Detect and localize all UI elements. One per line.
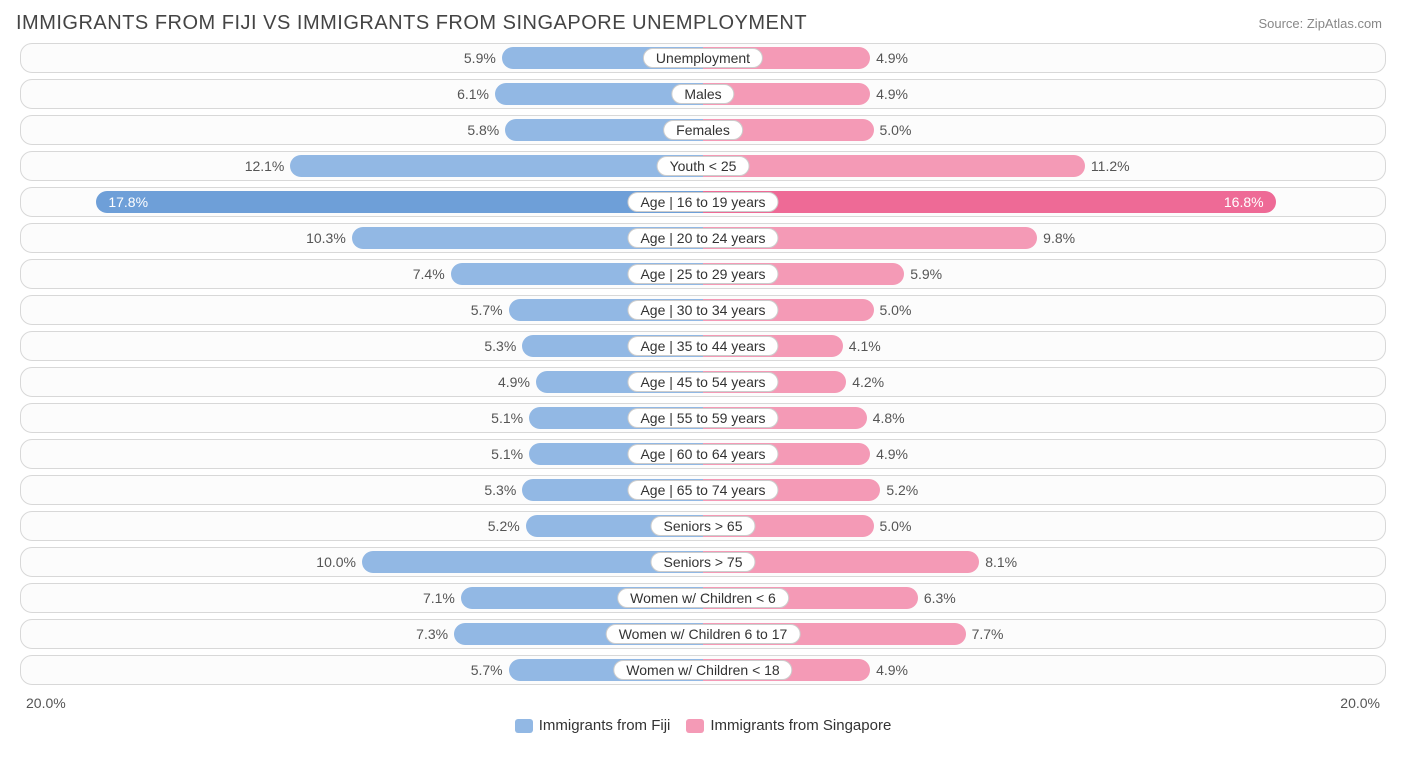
value-left: 7.3% [416, 626, 448, 642]
category-label: Seniors > 75 [651, 552, 756, 572]
chart-row: 5.3% 5.2% Age | 65 to 74 years [20, 475, 1386, 505]
chart-row: 5.2% 5.0% Seniors > 65 [20, 511, 1386, 541]
category-label: Females [663, 120, 743, 140]
value-left: 5.2% [488, 518, 520, 534]
value-left: 4.9% [498, 374, 530, 390]
category-label: Unemployment [643, 48, 763, 68]
value-left: 10.3% [306, 230, 346, 246]
value-left: 5.8% [467, 122, 499, 138]
legend: Immigrants from Fiji Immigrants from Sing… [20, 711, 1386, 737]
value-right: 4.9% [876, 446, 908, 462]
value-right: 11.2% [1091, 158, 1130, 174]
category-label: Age | 30 to 34 years [627, 300, 778, 320]
value-left: 5.7% [471, 662, 503, 678]
value-right: 8.1% [985, 554, 1017, 570]
page-title: IMMIGRANTS FROM FIJI VS IMMIGRANTS FROM … [16, 12, 807, 35]
value-left: 5.9% [464, 50, 496, 66]
value-right: 5.0% [880, 302, 912, 318]
chart-row: 5.8% 5.0% Females [20, 115, 1386, 145]
category-label: Age | 45 to 54 years [627, 372, 778, 392]
chart-row: 4.9% 4.2% Age | 45 to 54 years [20, 367, 1386, 397]
legend-label-right: Immigrants from Singapore [710, 717, 891, 734]
bar-right [703, 191, 1276, 213]
legend-label-left: Immigrants from Fiji [539, 717, 671, 734]
value-left: 17.8% [108, 194, 148, 210]
category-label: Women w/ Children < 6 [617, 588, 789, 608]
chart-row: 5.3% 4.1% Age | 35 to 44 years [20, 331, 1386, 361]
value-right: 4.9% [876, 662, 908, 678]
value-right: 5.0% [880, 122, 912, 138]
value-left: 5.1% [491, 446, 523, 462]
value-left: 6.1% [457, 86, 489, 102]
value-right: 5.9% [910, 266, 942, 282]
chart-row: 10.3% 9.8% Age | 20 to 24 years [20, 223, 1386, 253]
value-right: 6.3% [924, 590, 956, 606]
category-label: Males [671, 84, 734, 104]
category-label: Youth < 25 [657, 156, 750, 176]
value-right: 7.7% [972, 626, 1004, 642]
chart-row: 6.1% 4.9% Males [20, 79, 1386, 109]
value-right: 4.2% [852, 374, 884, 390]
chart-row: 7.3% 7.7% Women w/ Children 6 to 17 [20, 619, 1386, 649]
header: IMMIGRANTS FROM FIJI VS IMMIGRANTS FROM … [0, 0, 1406, 43]
value-right: 9.8% [1043, 230, 1075, 246]
chart-row: 7.4% 5.9% Age | 25 to 29 years [20, 259, 1386, 289]
legend-item-left: Immigrants from Fiji [515, 717, 671, 734]
value-right: 5.2% [886, 482, 918, 498]
chart-row: 5.7% 4.9% Women w/ Children < 18 [20, 655, 1386, 685]
chart-row: 5.9% 4.9% Unemployment [20, 43, 1386, 73]
value-left: 5.7% [471, 302, 503, 318]
category-label: Age | 55 to 59 years [627, 408, 778, 428]
legend-swatch-icon [515, 719, 533, 733]
axis-row: 20.0% 20.0% [20, 691, 1386, 711]
axis-label-left: 20.0% [26, 695, 66, 711]
category-label: Women w/ Children 6 to 17 [606, 624, 801, 644]
chart-row: 5.1% 4.8% Age | 55 to 59 years [20, 403, 1386, 433]
value-right: 5.0% [880, 518, 912, 534]
value-left: 5.3% [484, 338, 516, 354]
value-left: 5.3% [484, 482, 516, 498]
category-label: Age | 20 to 24 years [627, 228, 778, 248]
category-label: Age | 16 to 19 years [627, 192, 778, 212]
chart-area: 5.9% 4.9% Unemployment 6.1% 4.9% Males 5.8% 5.0… [0, 43, 1406, 737]
chart-row: 5.7% 5.0% Age | 30 to 34 years [20, 295, 1386, 325]
value-left: 5.1% [491, 410, 523, 426]
legend-swatch-icon [686, 719, 704, 733]
chart-row: 17.8% 16.8% Age | 16 to 19 years [20, 187, 1386, 217]
value-left: 10.0% [316, 554, 356, 570]
value-right: 16.8% [1224, 194, 1264, 210]
source-label: Source: ZipAtlas.com [1258, 16, 1382, 31]
value-left: 7.4% [413, 266, 445, 282]
legend-item-right: Immigrants from Singapore [686, 717, 891, 734]
chart-row: 7.1% 6.3% Women w/ Children < 6 [20, 583, 1386, 613]
chart-row: 12.1% 11.2% Youth < 25 [20, 151, 1386, 181]
bar-right [703, 155, 1085, 177]
category-label: Age | 35 to 44 years [627, 336, 778, 356]
axis-label-right: 20.0% [1340, 695, 1380, 711]
category-label: Age | 25 to 29 years [627, 264, 778, 284]
chart-row: 10.0% 8.1% Seniors > 75 [20, 547, 1386, 577]
category-label: Seniors > 65 [651, 516, 756, 536]
value-right: 4.9% [876, 50, 908, 66]
value-left: 12.1% [245, 158, 285, 174]
bar-left [96, 191, 703, 213]
category-label: Age | 65 to 74 years [627, 480, 778, 500]
value-left: 7.1% [423, 590, 455, 606]
category-label: Age | 60 to 64 years [627, 444, 778, 464]
chart-row: 5.1% 4.9% Age | 60 to 64 years [20, 439, 1386, 469]
value-right: 4.8% [873, 410, 905, 426]
category-label: Women w/ Children < 18 [613, 660, 792, 680]
bar-left [290, 155, 703, 177]
value-right: 4.1% [849, 338, 881, 354]
value-right: 4.9% [876, 86, 908, 102]
